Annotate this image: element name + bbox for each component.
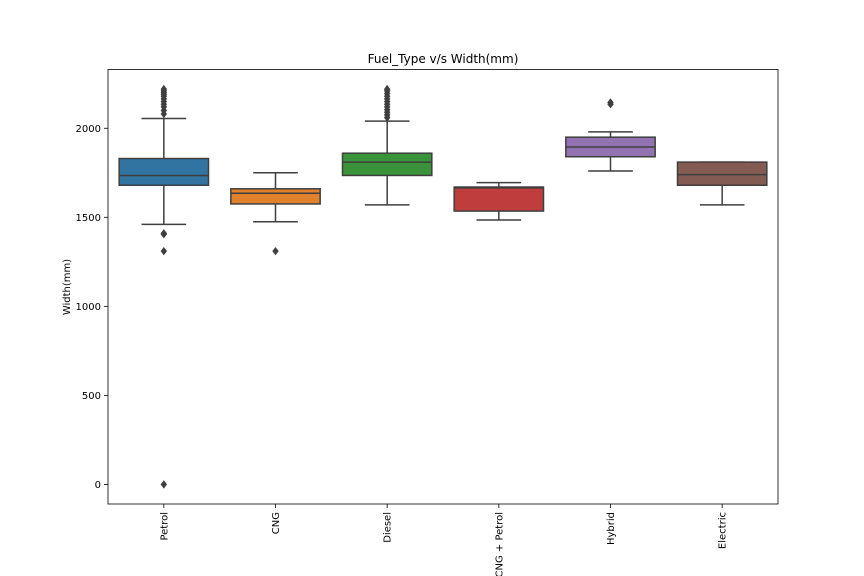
y-tick-label: 0 [95, 480, 101, 491]
outlier-point [160, 229, 168, 238]
outlier-point [160, 246, 168, 256]
y-tick-label: 2000 [76, 124, 101, 135]
outlier-point [160, 84, 168, 94]
box-body [341, 152, 433, 177]
x-tick-label: CNG [271, 512, 282, 534]
box-petrol [118, 84, 210, 489]
box-body [230, 188, 321, 205]
plot-area [118, 84, 768, 489]
y-tick-label: 500 [82, 391, 101, 402]
chart-title: Fuel_Type v/s Width(mm) [368, 52, 519, 66]
x-tick-label: Diesel [383, 512, 394, 543]
outlier-point [160, 480, 168, 489]
y-tick-label: 1000 [76, 302, 101, 313]
box-cng [230, 172, 321, 256]
plot-frame [107, 69, 779, 505]
x-tick-label: Petrol [159, 512, 170, 541]
box-electric [676, 161, 768, 206]
box-cng-petrol [453, 181, 545, 221]
y-axis: 0 500 1000 1500 2000 [76, 124, 108, 491]
box-body [118, 157, 210, 186]
box-diesel [341, 84, 433, 206]
outlier-point [607, 98, 614, 107]
x-axis: Petrol CNG Diesel CNG + Petrol Hybrid Electri… [159, 504, 729, 576]
x-tick-label: Electric [718, 512, 729, 549]
box-hybrid [565, 98, 656, 172]
box-body [676, 161, 768, 186]
outlier-point [272, 246, 279, 256]
y-axis-label: Width(mm) [62, 259, 73, 315]
y-tick-label: 1500 [76, 213, 101, 224]
x-tick-label: CNG + Petrol [494, 512, 505, 576]
outlier-point [383, 84, 391, 94]
box-body [453, 186, 545, 212]
x-tick-label: Hybrid [606, 512, 617, 545]
